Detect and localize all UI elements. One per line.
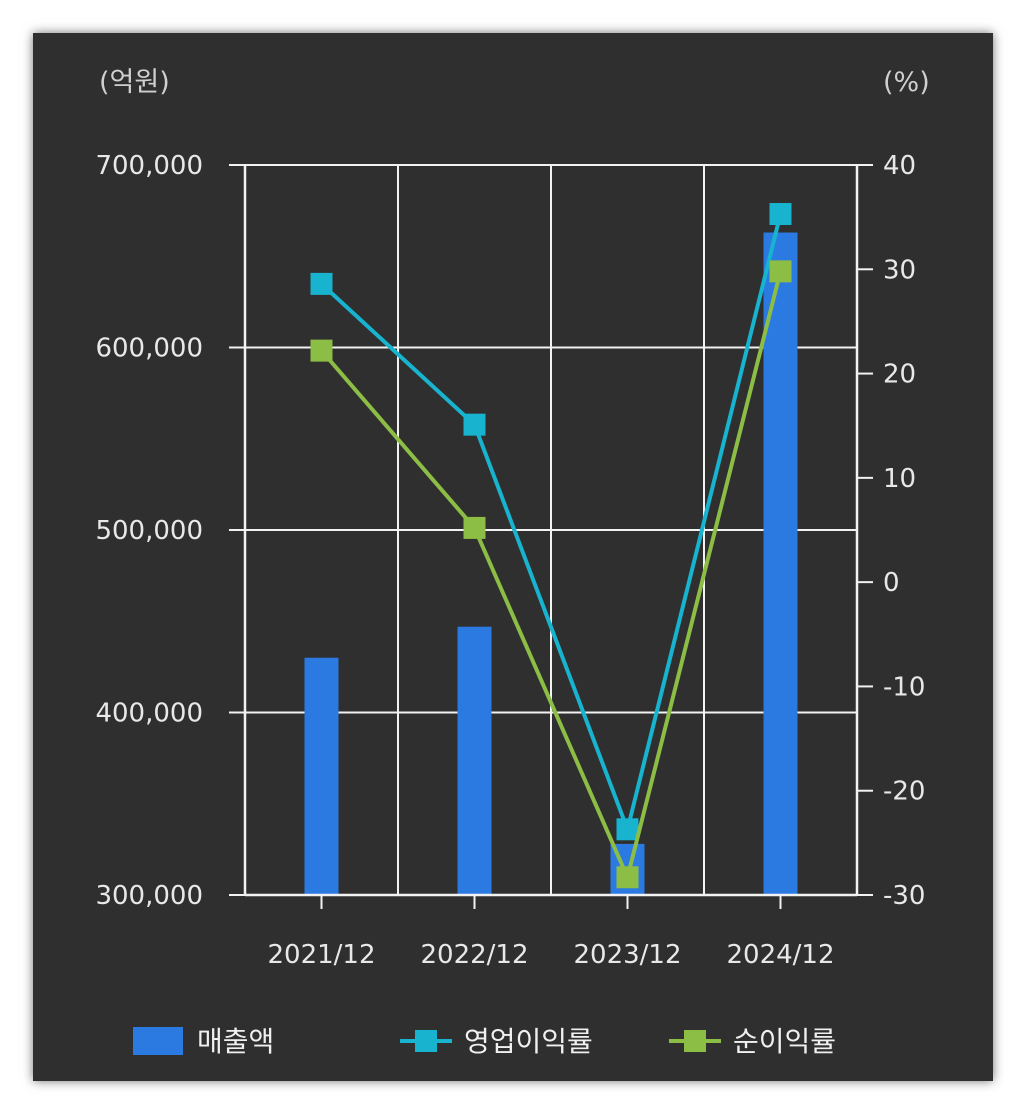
series-marker-영업이익률 (463, 413, 486, 436)
left-tick-label: 500,000 (95, 516, 203, 546)
combo-chart: (억원) (%) 300,000 400,000 500,000 600,000 700… (95, 67, 930, 1058)
right-axis-unit: (%) (883, 67, 930, 98)
x-tick-label: 2021/12 (267, 940, 375, 970)
chart-frame: (억원) (%) 300,000 400,000 500,000 600,000 700… (33, 33, 993, 1081)
right-tick-label: -10 (883, 672, 925, 702)
axes: 300,000 400,000 500,000 600,000 700,000 -30 -2… (95, 151, 925, 970)
series-marker-영업이익률 (616, 818, 639, 841)
line-series (310, 203, 792, 889)
x-tick-label: 2024/12 (726, 940, 834, 970)
x-tick-label: 2023/12 (573, 940, 681, 970)
left-tick-label: 700,000 (95, 151, 203, 181)
series-line-영업이익률 (320, 213, 783, 832)
series-marker-순이익률 (463, 516, 486, 539)
x-tick-label: 2022/12 (420, 940, 528, 970)
series-marker-영업이익률 (769, 203, 792, 226)
legend-swatch-marker (684, 1030, 706, 1052)
legend-label: 순이익률 (733, 1025, 836, 1058)
left-tick-label: 600,000 (95, 334, 203, 364)
right-tick-label: 30 (883, 255, 916, 285)
bar-2021-12 (304, 657, 339, 895)
series-marker-순이익률 (616, 866, 639, 889)
series-line-순이익률 (319, 270, 783, 880)
left-axis-unit: (억원) (99, 67, 170, 98)
series-marker-순이익률 (769, 260, 792, 283)
legend-swatch-bar (133, 1027, 183, 1055)
legend-label: 영업이익률 (464, 1025, 593, 1058)
right-tick-label: 40 (883, 151, 916, 181)
legend: 매출액 영업이익률 순이익률 (133, 1025, 836, 1058)
legend-label: 매출액 (197, 1025, 274, 1058)
right-tick-label: -20 (883, 777, 925, 807)
left-tick-label: 400,000 (95, 699, 203, 729)
legend-swatch-marker (415, 1030, 437, 1052)
gridlines (245, 164, 857, 896)
bar-series (304, 232, 798, 895)
series-marker-순이익률 (310, 339, 333, 362)
bar-2024-12 (763, 232, 798, 895)
right-tick-label: 10 (883, 464, 916, 494)
right-tick-label: 20 (883, 360, 916, 390)
right-tick-label: -30 (883, 881, 925, 911)
left-tick-label: 300,000 (95, 881, 203, 911)
series-marker-영업이익률 (310, 272, 333, 295)
right-tick-label: 0 (883, 568, 900, 598)
bar-2022-12 (457, 626, 492, 895)
